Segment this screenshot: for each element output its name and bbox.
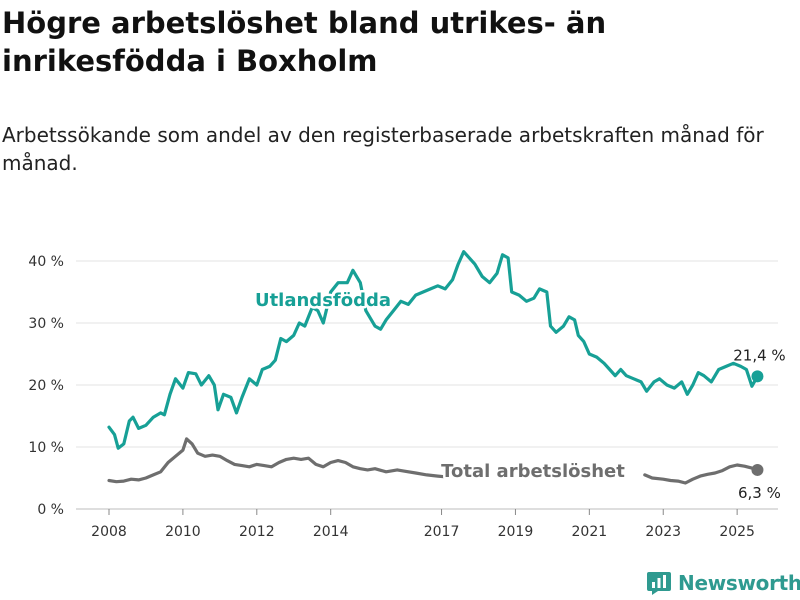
- newsworthy-logo-icon: [647, 572, 671, 595]
- x-tick-label: 2010: [165, 524, 201, 540]
- chart-labels: 21,4 %6,3 %UtlandsföddaUtlandsföddaTotal…: [252, 288, 785, 502]
- series-line-1: [643, 463, 760, 485]
- chart-grid: 0 % 10 % 20 % 30 % 40 %: [28, 254, 778, 518]
- x-axis: 2008 2010 2012 2014 2017 2019 2021 2023 2025: [91, 509, 755, 540]
- y-tick-label: 30 %: [28, 316, 64, 332]
- x-tick-label: 2025: [719, 524, 755, 540]
- series-annotation-utlandsfodda: Utlandsfödda: [255, 290, 391, 311]
- y-tick-label: 40 %: [28, 254, 64, 270]
- series-line-1: [107, 437, 447, 484]
- page-subtitle: Arbetssökande som andel av den registerb…: [2, 123, 764, 175]
- series-annotation-total-halo: Total arbetslöshet: [441, 461, 625, 482]
- series-end-label-total: 6,3 %: [738, 484, 781, 502]
- x-tick-label: 2017: [424, 524, 460, 540]
- x-tick-label: 2019: [498, 524, 534, 540]
- x-tick-label: 2023: [645, 524, 681, 540]
- series-end-marker-0: [751, 370, 764, 383]
- series-end-label-utlandsfodda: 21,4 %: [733, 346, 785, 364]
- y-tick-label: 0 %: [37, 502, 64, 518]
- x-tick-label: 2021: [572, 524, 608, 540]
- series-annotation-total: Total arbetslöshet: [441, 461, 625, 482]
- series-line-0: [107, 250, 760, 450]
- x-tick-label: 2014: [313, 524, 349, 540]
- x-tick-label: 2012: [239, 524, 275, 540]
- brand-logo: Newsworthy: [646, 568, 800, 598]
- brand-name: Newsworthy: [678, 571, 800, 595]
- series-end-marker-1: [751, 463, 764, 476]
- y-tick-label: 10 %: [28, 440, 64, 456]
- y-tick-label: 20 %: [28, 378, 64, 394]
- series-annotation-utlandsfodda-halo: Utlandsfödda: [255, 290, 391, 311]
- chart-series: [107, 250, 764, 485]
- x-tick-label: 2008: [91, 524, 127, 540]
- page-title: Högre arbetslöshet bland utrikes- än inr…: [2, 6, 607, 78]
- line-chart: 0 % 10 % 20 % 30 % 40 % 2008 2010 2012 2014 2017…: [28, 250, 786, 540]
